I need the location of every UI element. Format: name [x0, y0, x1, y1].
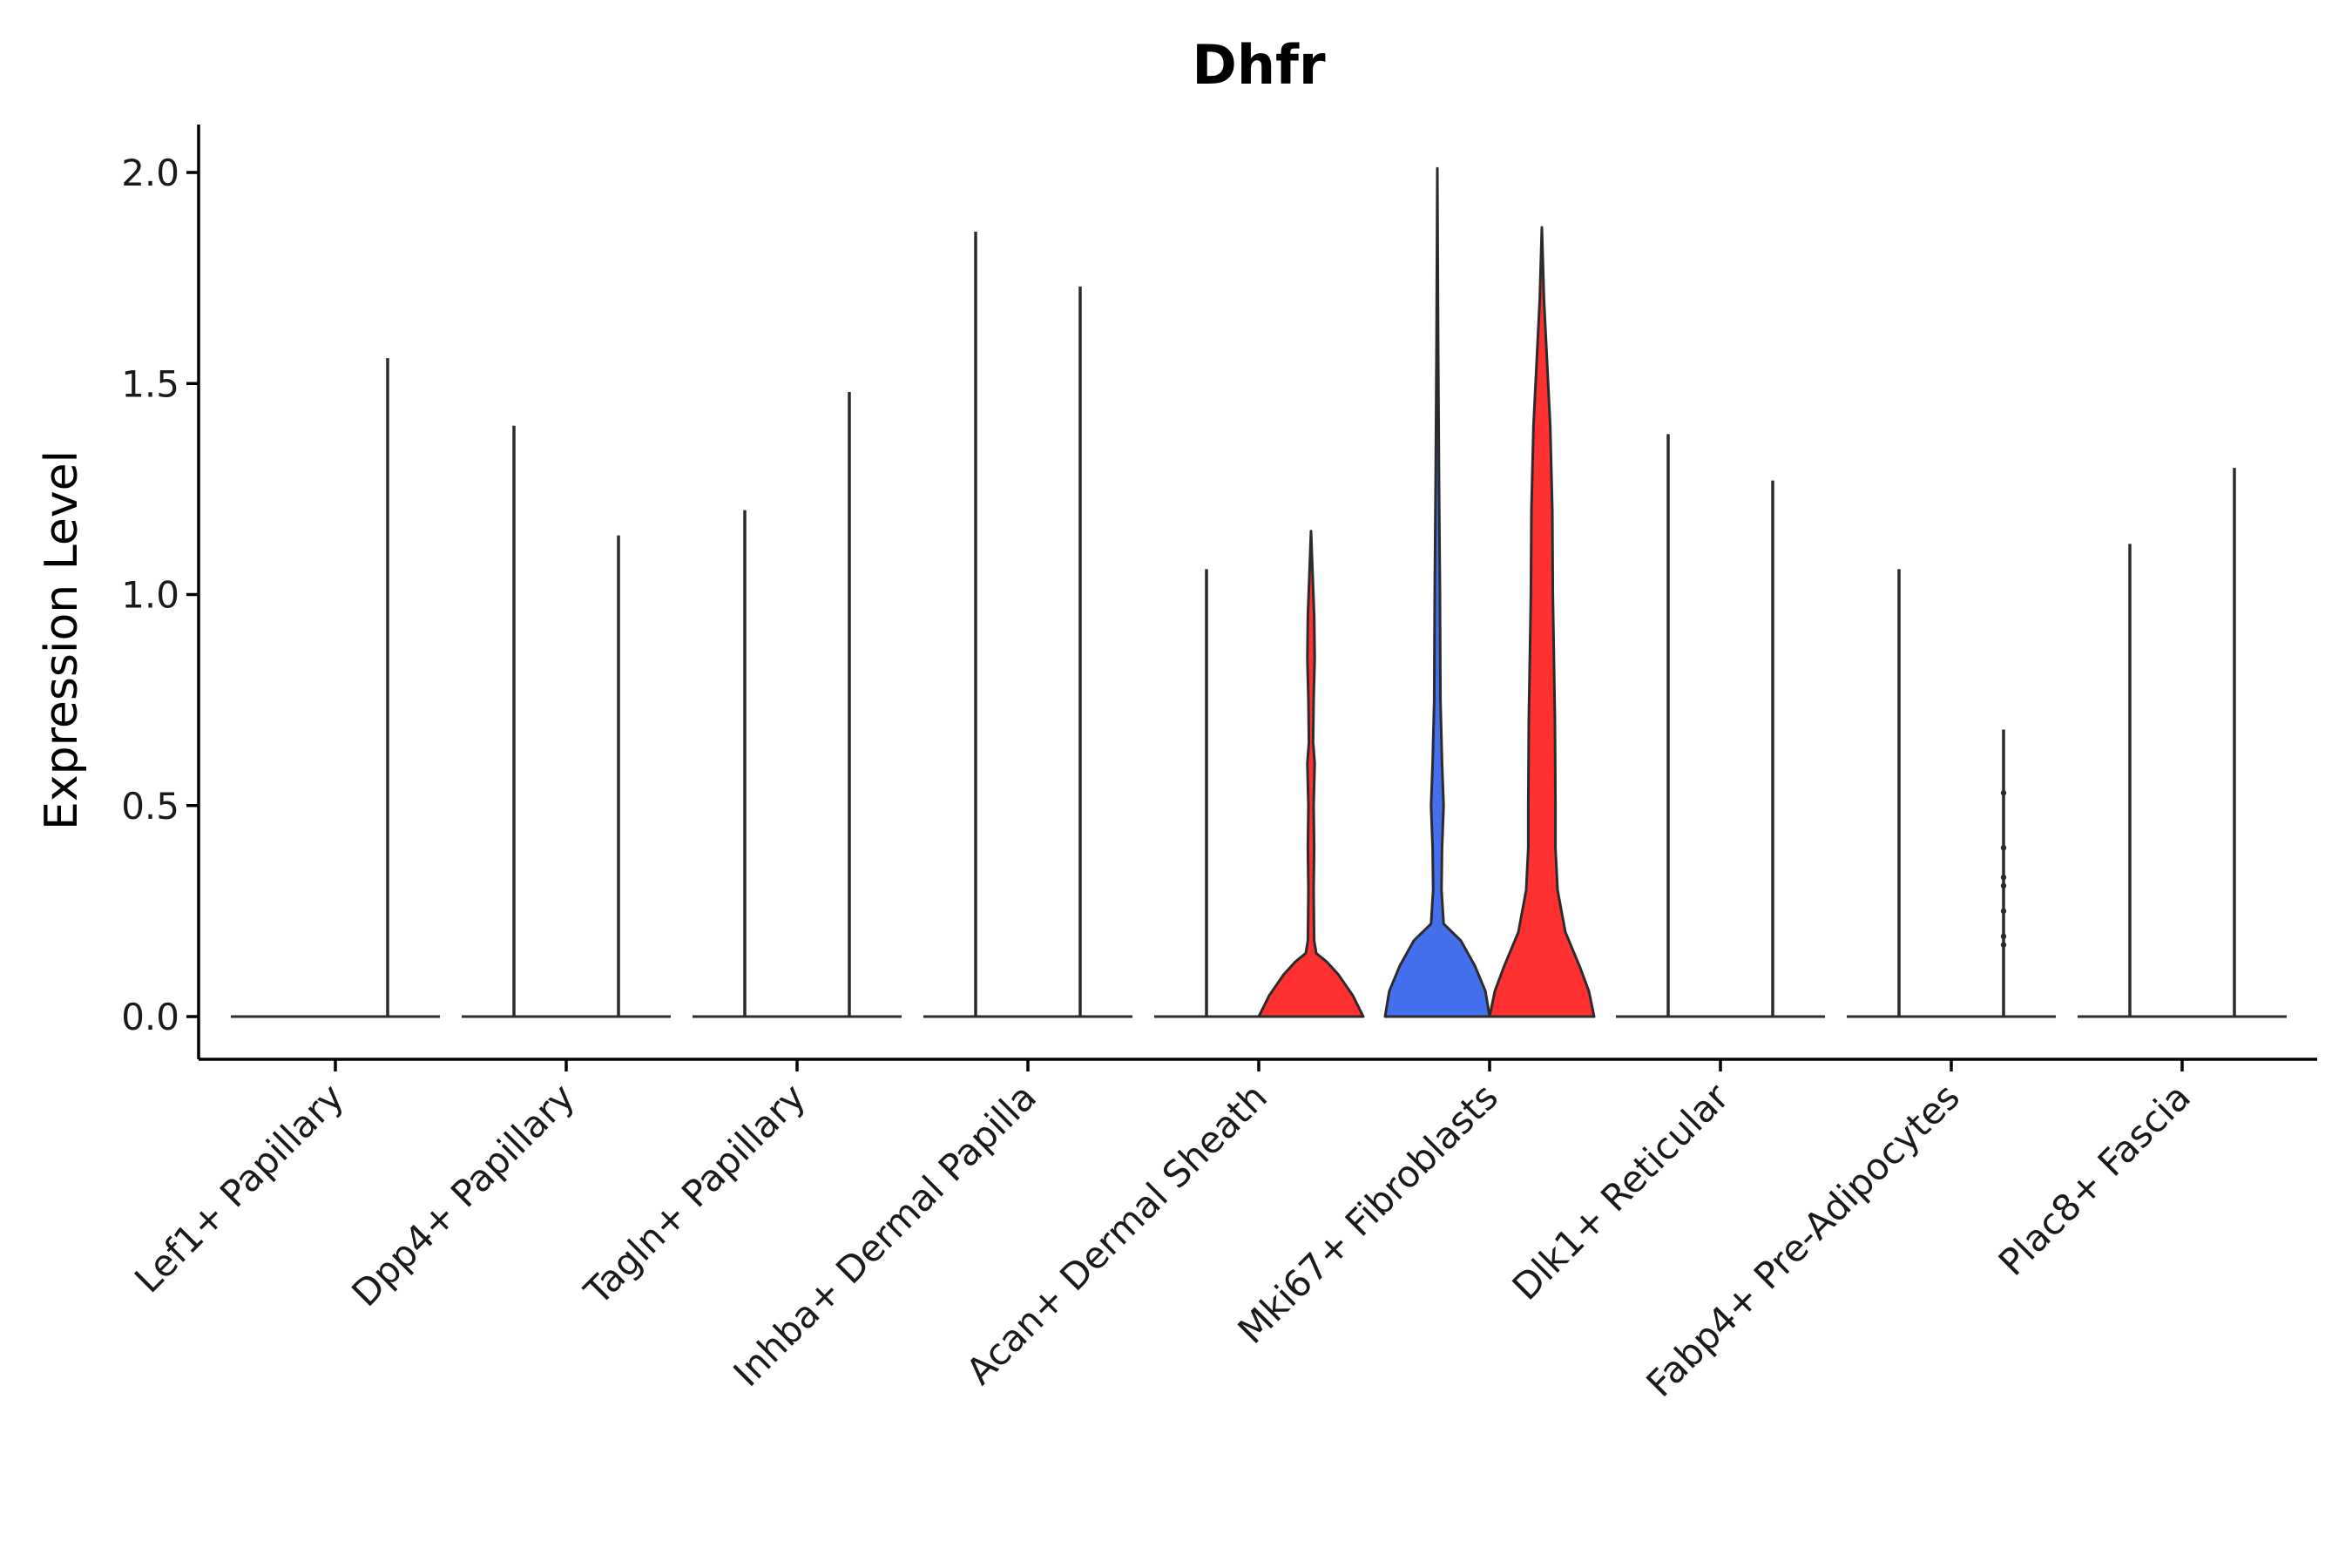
y-tick-label: 1.5 [121, 362, 179, 405]
violin-6-1 [1383, 166, 1491, 1018]
outlier-point [2000, 790, 2007, 796]
x-tick-label: Plac8+ Fascia [1990, 1075, 2199, 1283]
x-tick-label: Dpp4+ Papillary [343, 1075, 583, 1315]
x-tick-label: Tagln+ Papillary [576, 1075, 814, 1313]
chart-title: Dhfr [1192, 33, 1326, 97]
y-tick-label: 0.0 [121, 996, 179, 1038]
x-tick-label: Dlk1+ Reticular [1504, 1075, 1738, 1308]
x-tick-label: Mki67+ Fibroblasts [1230, 1075, 1506, 1351]
y-tick-label: 0.5 [121, 785, 179, 828]
outlier-point [2000, 908, 2007, 915]
outlier-point [2000, 845, 2007, 851]
x-tick-label: Lef1+ Papillary [126, 1075, 352, 1301]
violin-6-2 [1488, 226, 1596, 1018]
y-axis-title: Expression Level [36, 450, 88, 830]
outlier-point [2000, 933, 2007, 940]
outlier-point [2000, 874, 2007, 881]
outlier-point [2000, 882, 2007, 889]
plot-area [231, 166, 2287, 1018]
violin-5-2 [1257, 530, 1365, 1018]
y-tick-label: 2.0 [121, 152, 179, 194]
outlier-point [2000, 942, 2007, 948]
y-tick-label: 1.0 [121, 574, 179, 617]
